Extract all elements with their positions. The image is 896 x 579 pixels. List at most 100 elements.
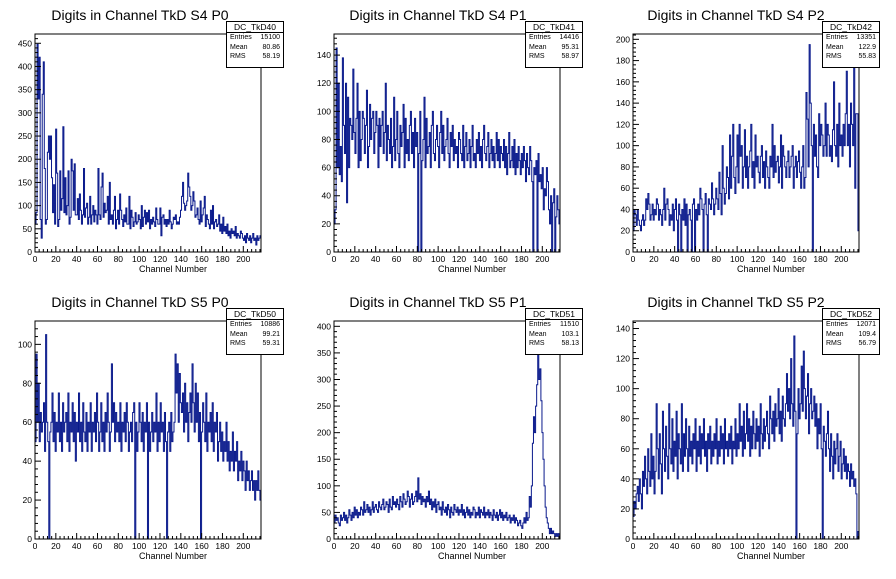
stats-entries-label: Entries	[230, 34, 252, 41]
x-tick-label: 120	[452, 254, 466, 264]
y-tick-label: 60	[322, 163, 332, 173]
stats-rms-row: RMS 58.13	[526, 339, 582, 349]
stats-entries-label: Entries	[529, 34, 551, 41]
stats-rms-value: 55.83	[858, 53, 876, 60]
stats-entries-row: Entries 14416	[526, 33, 582, 43]
stats-rms-label: RMS	[826, 340, 842, 347]
plot-frame	[632, 33, 860, 253]
stats-rms-row: RMS 58.97	[526, 52, 582, 62]
x-tick-label: 160	[793, 541, 807, 551]
y-tick-label: 100	[317, 481, 331, 491]
x-tick-label: 140	[473, 541, 487, 551]
stats-mean-value: 109.4	[858, 330, 876, 338]
panel-title: Digits in Channel TkD S4 P0	[51, 7, 229, 23]
x-tick-label: 180	[514, 254, 528, 264]
stats-rms-label: RMS	[230, 53, 246, 60]
x-axis-title: Channel Number	[737, 551, 805, 561]
stats-name: DC_TkD41	[526, 22, 582, 33]
y-tick-label: 0	[326, 534, 331, 544]
y-tick-label: 0	[326, 247, 331, 257]
stats-mean-row: Mean 109.4	[823, 330, 879, 340]
histogram-panel-s5p1: Digits in Channel TkD S5 P1 0 20 40 60 80 100…	[299, 287, 597, 574]
x-tick-label: 20	[350, 254, 360, 264]
y-tick-label: 20	[621, 504, 631, 514]
stats-entries-row: Entries 12071	[823, 320, 879, 330]
y-tick-label: 60	[621, 183, 631, 193]
plot-frame	[333, 320, 561, 540]
y-tick-label: 100	[616, 384, 630, 394]
stats-name: DC_TkD51	[526, 309, 582, 320]
x-tick-label: 40	[670, 254, 680, 264]
y-tick-label: 40	[621, 204, 631, 214]
y-tick-label: 100	[18, 339, 32, 349]
x-tick-label: 20	[51, 254, 61, 264]
x-tick-label: 80	[712, 254, 722, 264]
x-tick-label: 20	[649, 254, 659, 264]
x-tick-label: 140	[174, 254, 188, 264]
x-tick-label: 0	[33, 541, 38, 551]
stats-mean-label: Mean	[529, 43, 547, 51]
y-tick-label: 100	[616, 141, 630, 151]
stats-box: DC_TkD50 Entries 10886 Mean 99.21 RMS 59.31	[226, 308, 284, 355]
histogram-panel-s4p1: Digits in Channel TkD S4 P1 0 20 40 60 80 100…	[299, 0, 597, 287]
stats-name: DC_TkD42	[823, 22, 879, 33]
y-tick-label: 250	[317, 401, 331, 411]
x-tick-label: 40	[670, 541, 680, 551]
x-tick-label: 180	[514, 541, 528, 551]
y-tick-label: 100	[18, 201, 32, 211]
x-tick-label: 60	[392, 254, 402, 264]
histogram-panel-s5p2: Digits in Channel TkD S5 P2 0 20 40 60 80 100…	[598, 287, 896, 574]
plot-frame	[632, 320, 860, 540]
stats-mean-value: 122.9	[858, 43, 876, 51]
y-tick-label: 150	[317, 454, 331, 464]
plot-frame	[34, 33, 262, 253]
y-tick-label: 0	[625, 534, 630, 544]
stats-entries-value: 10886	[260, 321, 280, 328]
stats-entries-label: Entries	[826, 321, 848, 328]
stats-rms-row: RMS 59.31	[227, 339, 283, 349]
y-tick-label: 40	[23, 456, 33, 466]
y-tick-label: 140	[616, 98, 630, 108]
stats-box: DC_TkD42 Entries 13351 Mean 122.9 RMS 55.83	[822, 21, 880, 68]
y-tick-label: 400	[18, 61, 32, 71]
stats-rms-value: 58.19	[262, 53, 280, 60]
stats-rms-value: 59.31	[262, 340, 280, 347]
x-axis-title: Channel Number	[438, 264, 506, 274]
stats-box: DC_TkD51 Entries 11510 Mean 103.1 RMS 58.13	[525, 308, 583, 355]
histogram-series	[632, 44, 860, 253]
y-tick-label: 160	[616, 77, 630, 87]
stats-box: DC_TkD41 Entries 14416 Mean 95.31 RMS 58.97	[525, 21, 583, 68]
x-tick-label: 120	[153, 254, 167, 264]
histogram-plot: 0 20 40 60 80 100 120 140 160 180 200 0 20 40 60 80 100 1…	[616, 33, 860, 274]
stats-entries-value: 15100	[260, 34, 280, 41]
histogram-panel-s5p0: Digits in Channel TkD S5 P0 0 20 40 60 80 100…	[0, 287, 298, 574]
y-tick-label: 300	[317, 374, 331, 384]
stats-mean-label: Mean	[230, 43, 248, 51]
stats-mean-label: Mean	[529, 330, 547, 338]
x-tick-label: 60	[691, 254, 701, 264]
y-tick-label: 400	[317, 321, 331, 331]
stats-entries-label: Entries	[826, 34, 848, 41]
x-tick-label: 140	[473, 254, 487, 264]
y-tick-label: 150	[18, 177, 32, 187]
x-tick-label: 60	[93, 254, 103, 264]
x-tick-label: 180	[813, 541, 827, 551]
x-tick-label: 40	[72, 541, 82, 551]
stats-mean-label: Mean	[826, 43, 844, 51]
x-tick-label: 0	[631, 541, 636, 551]
y-tick-label: 20	[621, 226, 631, 236]
y-tick-label: 20	[23, 495, 33, 505]
y-tick-label: 80	[621, 414, 631, 424]
x-tick-label: 0	[33, 254, 38, 264]
x-tick-label: 120	[153, 541, 167, 551]
x-tick-label: 40	[72, 254, 82, 264]
stats-entries-value: 14416	[559, 34, 579, 41]
x-tick-label: 20	[649, 541, 659, 551]
stats-box: DC_TkD40 Entries 15100 Mean 80.86 RMS 58.19	[226, 21, 284, 68]
stats-name: DC_TkD40	[227, 22, 283, 33]
x-tick-label: 180	[813, 254, 827, 264]
x-tick-label: 200	[236, 254, 250, 264]
x-tick-label: 60	[691, 541, 701, 551]
histogram-series	[34, 334, 262, 540]
